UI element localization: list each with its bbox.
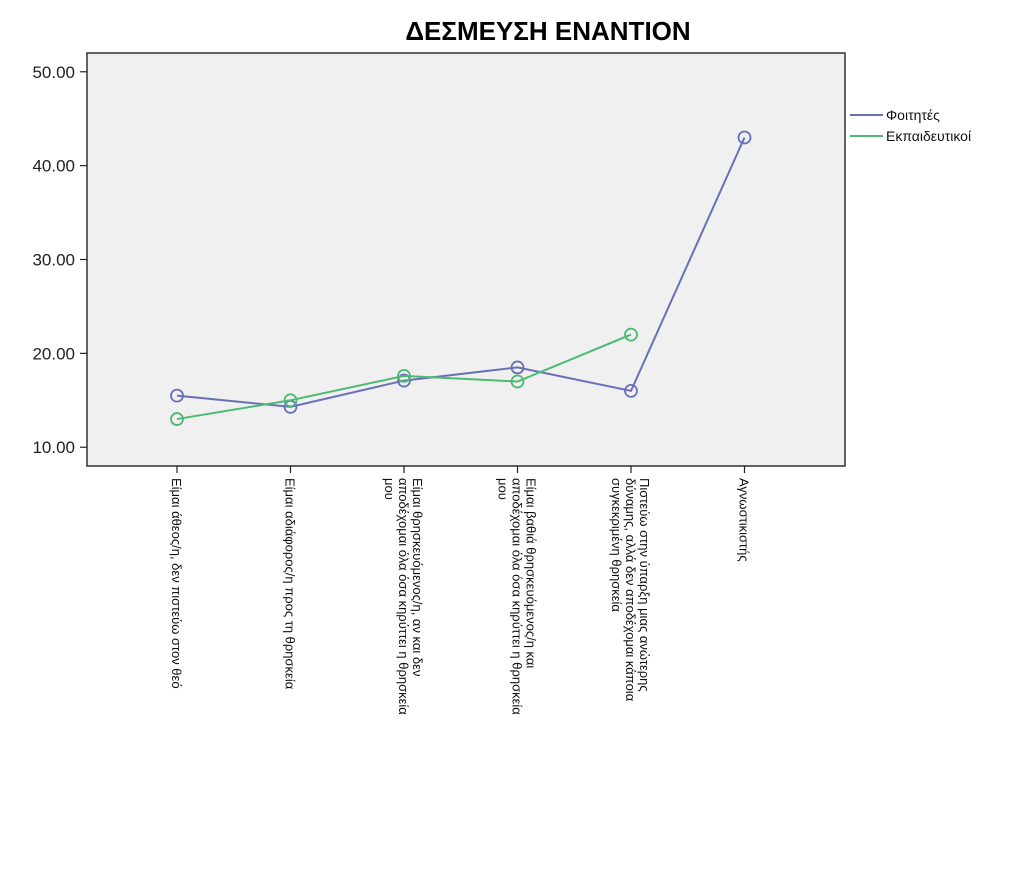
y-tick-label: 30.00	[32, 251, 75, 270]
x-tick-label-line: Είμαι θρησκευόμενος/η, αν και δεν	[410, 478, 425, 676]
data-point	[510, 374, 525, 389]
x-tick-label-line: Πιστεύω στην ύπαρξη μιας ανώτερης	[637, 478, 652, 692]
x-tick-label: Πιστεύω στην ύπαρξη μιας ανώτερηςδύναμης…	[609, 478, 652, 702]
x-tick-label: Είμαι αδιάφορος/η προς τη θρησκεία	[283, 478, 298, 690]
legend-label: Εκπαιδευτικοί	[886, 128, 971, 144]
series-line	[176, 137, 746, 408]
x-tick-label-line: αποδέχομαι όλα όσα κηρύττει η θρησκεία	[510, 478, 525, 715]
x-tick-label: Είμαι άθεος/η, δεν πιστεύω στον θεό	[169, 478, 184, 689]
x-tick-label-line: μου	[496, 478, 511, 500]
data-point	[170, 388, 184, 403]
x-tick-label-line: Αγνωστικιστής	[737, 478, 752, 562]
data-point	[624, 384, 638, 398]
data-point	[737, 130, 752, 145]
x-tick-label-line: μου	[382, 478, 397, 500]
x-tick-label: Είμαι θρησκευόμενος/η, αν και δεναποδέχο…	[382, 478, 425, 715]
data-point	[170, 412, 184, 426]
x-tick-label: Είμαι βαθιά θρησκευόμενος/η καιαποδέχομα…	[496, 478, 539, 715]
x-tick-label-line: δύναμης, αλλά δεν αποδέχομαι κάποια	[623, 478, 638, 702]
chart-title: ΔΕΣΜΕΥΣΗ ΕΝΑΝΤΙΟΝ	[405, 16, 690, 46]
x-tick-label-line: αποδέχομαι όλα όσα κηρύττει η θρησκεία	[396, 478, 411, 715]
data-point	[397, 373, 411, 388]
data-point	[397, 368, 411, 383]
x-tick-label-line: Είμαι βαθιά θρησκευόμενος/η και	[524, 478, 539, 668]
data-point	[624, 327, 638, 342]
y-tick-label: 10.00	[32, 438, 75, 457]
legend-label: Φοιτητές	[886, 107, 940, 123]
y-tick-label: 50.00	[32, 63, 75, 82]
x-tick-label-line: Είμαι άθεος/η, δεν πιστεύω στον θεό	[169, 478, 184, 689]
y-tick-label: 20.00	[32, 344, 75, 363]
plot-area	[86, 52, 846, 467]
x-tick-label-line: Είμαι αδιάφορος/η προς τη θρησκεία	[283, 478, 298, 690]
series-line	[176, 333, 632, 421]
data-point	[283, 393, 298, 408]
data-point	[510, 360, 525, 375]
x-tick-label: Αγνωστικιστής	[737, 478, 752, 562]
x-tick-label-line: συγκεκριμένη θρησκεία	[609, 478, 624, 612]
y-tick-label: 40.00	[32, 157, 75, 176]
